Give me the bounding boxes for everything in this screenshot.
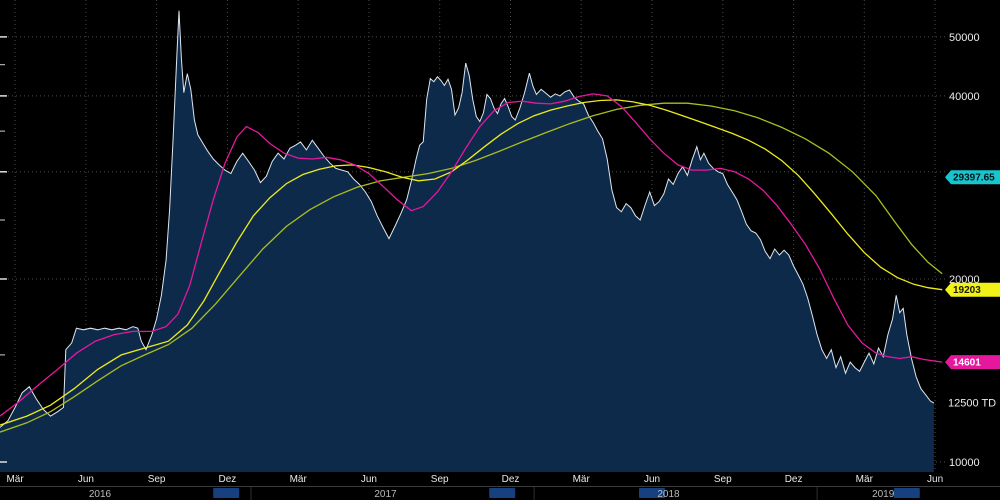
year-label: 2019: [872, 489, 895, 500]
series-layer: [0, 10, 943, 473]
month-label: Jun: [78, 474, 94, 485]
timeline-marker: [213, 488, 240, 498]
month-label: Jun: [927, 474, 943, 485]
month-label: Mär: [6, 474, 24, 485]
left-ticks-layer: [0, 36, 7, 463]
price-badge: [945, 282, 1000, 297]
price-badge-label: 19203: [953, 285, 981, 296]
month-label: Dez: [785, 474, 803, 485]
sma-slow-line: [0, 102, 943, 433]
timeline-marker: [639, 488, 665, 498]
month-label: Dez: [502, 474, 520, 485]
price-badge: [945, 355, 1000, 370]
price-labels-layer: 29397.65 19203 14601 12500 TD: [945, 170, 1000, 410]
price-line: [0, 10, 935, 428]
y-axis-label: 50000: [949, 32, 980, 44]
price-badge-label: 14601: [953, 358, 981, 369]
last-trade-label: 12500 TD: [948, 398, 996, 410]
month-label: Sep: [148, 474, 166, 485]
price-badge: [945, 170, 1000, 185]
price-badge-label: 29397.65: [953, 173, 995, 184]
timeline-marker: [489, 488, 516, 498]
month-label: Sep: [431, 474, 449, 485]
y-axis-label: 10000: [949, 457, 980, 469]
month-label: Jun: [644, 474, 660, 485]
timeline-marker: [893, 488, 920, 498]
sma-mid-line: [0, 99, 943, 426]
year-label: 2017: [374, 489, 397, 500]
month-label: Mär: [856, 474, 874, 485]
sma-fast-line: [0, 93, 943, 417]
month-label: Mär: [573, 474, 591, 485]
year-label: 2016: [89, 489, 112, 500]
month-label: Dez: [219, 474, 237, 485]
bottom-axis: Mär Jun Sep Dez Mär Jun Sep Dez Mär Jun Sep Dez Mär J…: [0, 474, 1000, 500]
month-label: Mär: [290, 474, 308, 485]
y-axis-label: 40000: [949, 91, 980, 103]
month-label: Sep: [714, 474, 732, 485]
year-label: 2018: [657, 489, 680, 500]
price-area-fill: [0, 10, 934, 473]
month-label: Jun: [361, 474, 377, 485]
